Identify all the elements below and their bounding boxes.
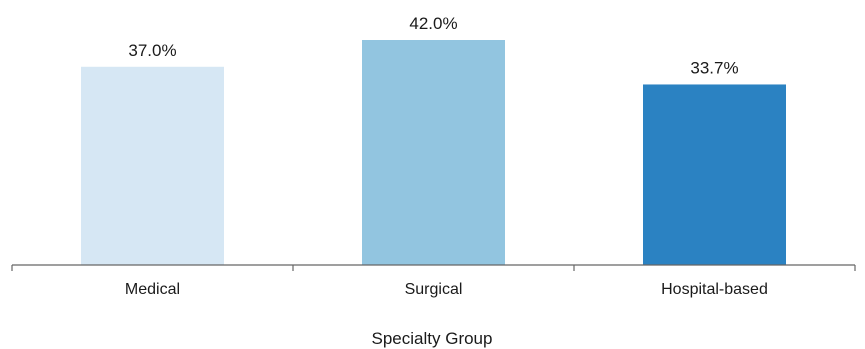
data-label: 42.0% xyxy=(409,14,457,33)
x-axis-title: Specialty Group xyxy=(372,329,493,348)
x-tick-labels-group: Medical Surgical Hospital-based xyxy=(125,281,768,298)
bar-surgical xyxy=(362,40,505,265)
data-label: 33.7% xyxy=(690,58,738,77)
x-tick-label: Surgical xyxy=(405,281,463,298)
data-label: 37.0% xyxy=(128,41,176,60)
x-tick-label: Hospital-based xyxy=(661,281,768,298)
x-tick-label: Medical xyxy=(125,281,180,298)
bars-group xyxy=(81,40,786,266)
data-labels-group: 37.0% 42.0% 33.7% xyxy=(128,14,738,77)
bar-medical xyxy=(81,66,224,266)
x-axis-ticks xyxy=(11,265,856,271)
bar-hospital-based xyxy=(643,84,786,265)
